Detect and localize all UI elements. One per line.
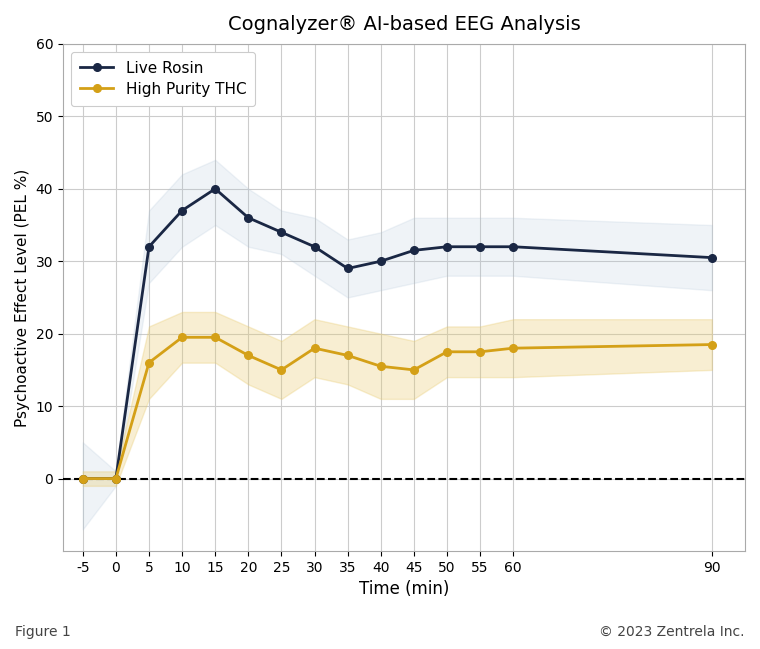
Text: © 2023 Zentrela Inc.: © 2023 Zentrela Inc. bbox=[600, 625, 745, 639]
Live Rosin bbox=[708, 254, 717, 262]
High Purity THC bbox=[442, 348, 451, 356]
Live Rosin bbox=[476, 243, 485, 251]
Live Rosin bbox=[78, 474, 87, 482]
Live Rosin bbox=[343, 265, 352, 273]
Y-axis label: Psychoactive Effect Level (PEL %): Psychoactive Effect Level (PEL %) bbox=[15, 168, 30, 426]
High Purity THC bbox=[78, 474, 87, 482]
High Purity THC bbox=[111, 474, 120, 482]
High Purity THC bbox=[508, 344, 518, 352]
High Purity THC bbox=[376, 362, 385, 370]
High Purity THC bbox=[144, 359, 154, 367]
Live Rosin bbox=[442, 243, 451, 251]
Live Rosin bbox=[310, 243, 319, 251]
High Purity THC bbox=[410, 366, 419, 374]
Text: Figure 1: Figure 1 bbox=[15, 625, 71, 639]
Live Rosin bbox=[277, 228, 286, 236]
Live Rosin bbox=[111, 474, 120, 482]
High Purity THC bbox=[244, 352, 253, 360]
Live Rosin bbox=[376, 258, 385, 265]
Line: High Purity THC: High Purity THC bbox=[79, 334, 716, 482]
High Purity THC bbox=[277, 366, 286, 374]
High Purity THC bbox=[178, 334, 187, 341]
High Purity THC bbox=[476, 348, 485, 356]
Live Rosin bbox=[211, 185, 220, 193]
High Purity THC bbox=[211, 334, 220, 341]
Live Rosin bbox=[144, 243, 154, 251]
High Purity THC bbox=[708, 341, 717, 349]
Live Rosin bbox=[178, 206, 187, 214]
X-axis label: Time (min): Time (min) bbox=[359, 580, 449, 598]
Live Rosin bbox=[508, 243, 518, 251]
Live Rosin bbox=[410, 247, 419, 254]
Line: Live Rosin: Live Rosin bbox=[79, 185, 716, 482]
High Purity THC bbox=[343, 352, 352, 360]
Legend: Live Rosin, High Purity THC: Live Rosin, High Purity THC bbox=[71, 51, 255, 106]
High Purity THC bbox=[310, 344, 319, 352]
Live Rosin bbox=[244, 214, 253, 222]
Title: Cognalyzer® AI-based EEG Analysis: Cognalyzer® AI-based EEG Analysis bbox=[227, 15, 581, 34]
